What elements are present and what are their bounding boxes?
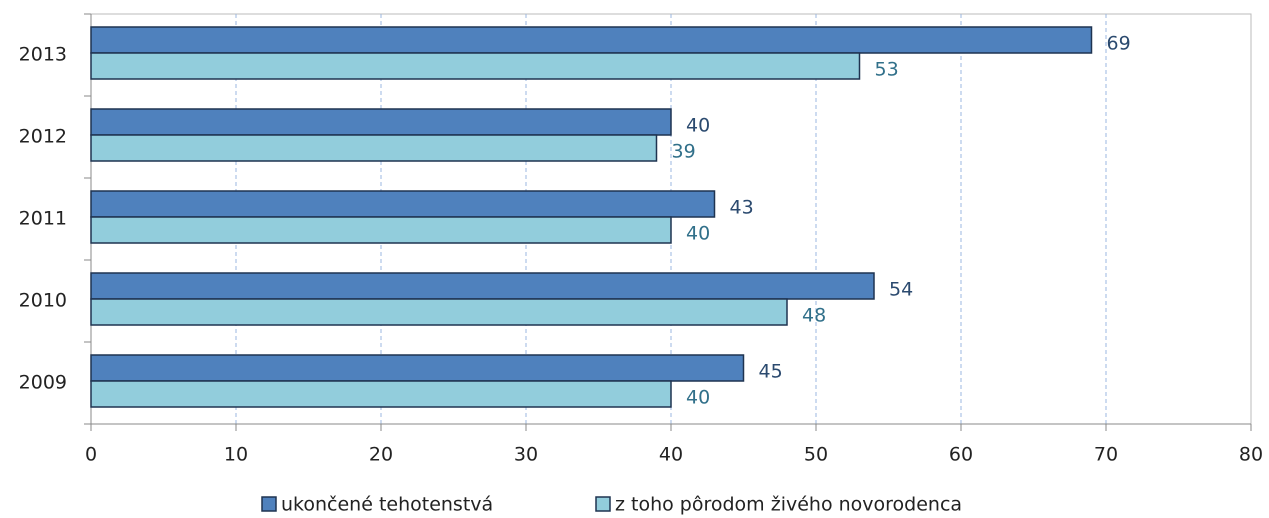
value-label: 43 xyxy=(730,197,754,219)
value-label: 48 xyxy=(802,305,826,327)
legend-label: z toho pôrodom živého novorodenca xyxy=(615,494,962,516)
y-tick-label: 2012 xyxy=(19,126,67,148)
bar xyxy=(90,354,745,382)
bar xyxy=(90,52,861,80)
value-label: 40 xyxy=(686,115,710,137)
value-label: 40 xyxy=(686,223,710,245)
bar xyxy=(90,108,672,136)
value-label: 39 xyxy=(672,141,696,163)
value-label: 53 xyxy=(875,59,899,81)
bar xyxy=(90,190,716,218)
x-tick-label: 10 xyxy=(224,444,248,466)
x-tick-label: 60 xyxy=(949,444,973,466)
bar xyxy=(90,298,788,326)
x-tick-label: 0 xyxy=(85,444,97,466)
legend-swatch xyxy=(595,496,611,512)
value-label: 40 xyxy=(686,387,710,409)
x-tick-label: 80 xyxy=(1239,444,1263,466)
x-tick-label: 30 xyxy=(514,444,538,466)
legend-label: ukončené tehotenstvá xyxy=(281,494,493,516)
y-tick-label: 2010 xyxy=(19,290,67,312)
x-tick-label: 50 xyxy=(804,444,828,466)
bar xyxy=(90,134,658,162)
y-tick-label: 2009 xyxy=(19,372,67,394)
y-tick-label: 2011 xyxy=(19,208,67,230)
value-label: 69 xyxy=(1107,33,1131,55)
bar xyxy=(90,216,672,244)
value-label: 45 xyxy=(759,361,783,383)
legend-swatch xyxy=(261,496,277,512)
x-tick-label: 20 xyxy=(369,444,393,466)
bar xyxy=(90,272,875,300)
x-tick-label: 70 xyxy=(1094,444,1118,466)
bar xyxy=(90,380,672,408)
value-label: 54 xyxy=(889,279,913,301)
x-tick-label: 40 xyxy=(659,444,683,466)
bar xyxy=(90,26,1093,54)
y-tick-label: 2013 xyxy=(19,44,67,66)
